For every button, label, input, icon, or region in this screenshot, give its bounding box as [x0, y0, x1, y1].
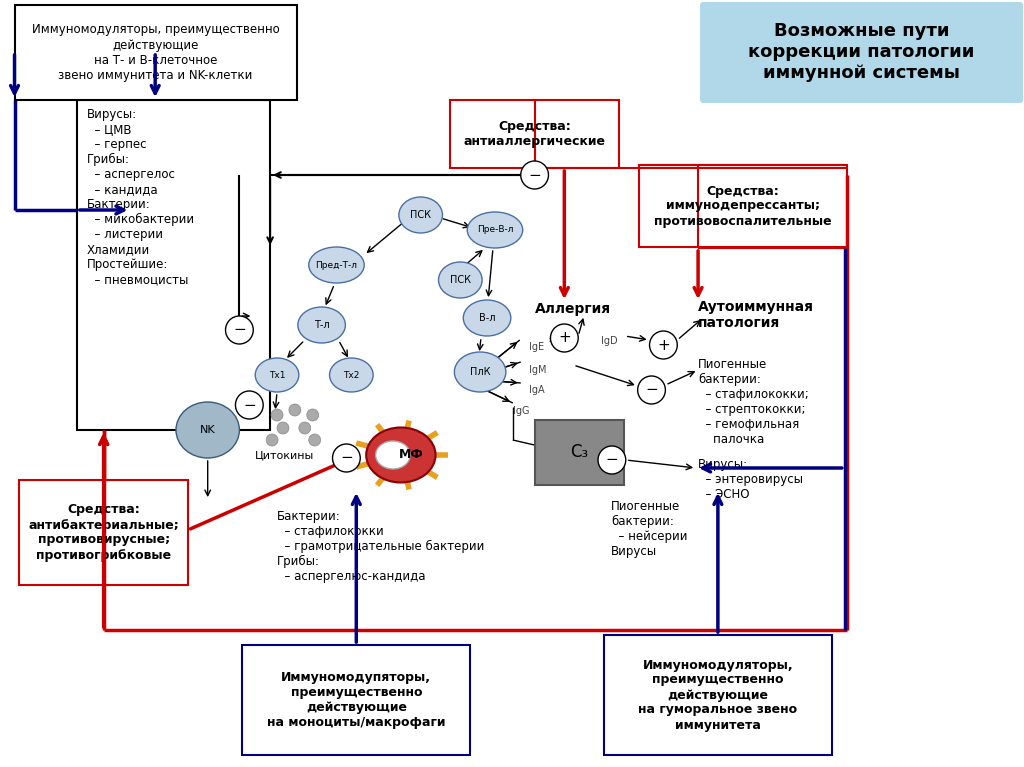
Ellipse shape: [376, 441, 411, 469]
Text: Пре-В-л: Пре-В-л: [477, 225, 513, 235]
Ellipse shape: [330, 358, 373, 392]
FancyBboxPatch shape: [243, 645, 470, 755]
Text: IgD: IgD: [601, 336, 617, 346]
Text: IgM: IgM: [528, 365, 546, 375]
FancyBboxPatch shape: [14, 5, 297, 100]
Text: Бактерии:
  – стафилококки
  – грамотрицательные бактерии
Грибы:
  – аспергелюс-: Бактерии: – стафилококки – грамотрицател…: [278, 510, 484, 583]
Circle shape: [307, 409, 318, 421]
Text: Пиогенные
бактерии:
  – стафилококки;
  – стрептококки;
  – гемофильная
    пало: Пиогенные бактерии: – стафилококки; – ст…: [698, 358, 809, 446]
Text: Аллергия: Аллергия: [535, 302, 610, 316]
Text: Вирусы:
  – энтеровирусы
  – ЭСНО: Вирусы: – энтеровирусы – ЭСНО: [698, 458, 803, 501]
Circle shape: [299, 422, 310, 434]
Text: −: −: [528, 167, 541, 183]
Text: ПСК: ПСК: [450, 275, 471, 285]
Text: Иммуномодуляторы, преимущественно
действующие
на Т- и В-клеточное
звено иммуните: Иммуномодуляторы, преимущественно действ…: [32, 24, 280, 81]
Text: −: −: [340, 450, 352, 466]
Ellipse shape: [438, 262, 482, 298]
Ellipse shape: [455, 352, 506, 392]
FancyBboxPatch shape: [700, 2, 1023, 103]
Text: Возможные пути
коррекции патологии
иммунной системы: Возможные пути коррекции патологии иммун…: [749, 22, 975, 82]
Text: C₃: C₃: [570, 443, 588, 461]
Text: Т-л: Т-л: [313, 320, 330, 330]
Text: Пред-Т-л: Пред-Т-л: [315, 261, 357, 269]
Text: −: −: [243, 397, 256, 413]
Circle shape: [333, 444, 360, 472]
Circle shape: [598, 446, 626, 474]
Text: Средства:
антибактериальные;
противовирусные;
противогрибковые: Средства: антибактериальные; противовиру…: [29, 503, 179, 561]
Circle shape: [289, 404, 301, 416]
Ellipse shape: [367, 427, 435, 482]
Text: Тх1: Тх1: [268, 370, 286, 380]
FancyBboxPatch shape: [639, 165, 847, 247]
Circle shape: [551, 324, 579, 352]
Circle shape: [278, 422, 289, 434]
FancyBboxPatch shape: [451, 100, 618, 168]
Circle shape: [225, 316, 253, 344]
Text: Иммуномодуляторы,
преимущественно
действующие
на гуморальное звено
иммунитета: Иммуномодуляторы, преимущественно действ…: [638, 659, 798, 732]
Text: NK: NK: [200, 425, 215, 435]
Ellipse shape: [399, 197, 442, 233]
Text: ПСК: ПСК: [411, 210, 431, 220]
Text: IgA: IgA: [528, 385, 545, 395]
Circle shape: [266, 434, 279, 446]
FancyBboxPatch shape: [535, 420, 624, 485]
Circle shape: [638, 376, 666, 404]
Circle shape: [521, 161, 549, 189]
Ellipse shape: [298, 307, 345, 343]
Text: ПлК: ПлК: [470, 367, 490, 377]
Text: Аутоиммунная
патология: Аутоиммунная патология: [698, 300, 814, 331]
FancyBboxPatch shape: [604, 635, 831, 755]
Text: Тх2: Тх2: [343, 370, 359, 380]
Text: Средства:
иммунодепрессанты;
противовоспалительные: Средства: иммунодепрессанты; противовосп…: [654, 185, 831, 228]
Circle shape: [309, 434, 321, 446]
Text: Цитокины: Цитокины: [255, 450, 314, 460]
Text: Иммуномодупяторы,
преимущественно
действующие
на моноциты/макрофаги: Иммуномодупяторы, преимущественно действ…: [267, 671, 445, 729]
Text: −: −: [233, 322, 246, 337]
Text: МФ: МФ: [398, 449, 423, 462]
Text: В-л: В-л: [479, 313, 496, 323]
Ellipse shape: [309, 247, 365, 283]
Text: +: +: [558, 331, 570, 345]
FancyBboxPatch shape: [19, 480, 187, 585]
Text: IgE: IgE: [528, 342, 544, 352]
Ellipse shape: [176, 402, 240, 458]
Ellipse shape: [255, 358, 299, 392]
Text: Средства:
антиаллергические: Средства: антиаллергические: [464, 120, 605, 148]
Text: Вирусы:
  – ЦМВ
  – герпес
Грибы:
  – аспергелос
  – кандида
Бактерии:
  – микоб: Вирусы: – ЦМВ – герпес Грибы: – аспергел…: [87, 108, 194, 286]
Text: +: +: [657, 337, 670, 353]
Text: Пиогенные
бактерии:
  – нейсерии
Вирусы: Пиогенные бактерии: – нейсерии Вирусы: [611, 500, 687, 558]
Text: IgG: IgG: [513, 406, 529, 416]
Circle shape: [649, 331, 677, 359]
Ellipse shape: [467, 212, 522, 248]
FancyBboxPatch shape: [77, 100, 270, 430]
Text: −: −: [605, 453, 618, 468]
Circle shape: [271, 409, 283, 421]
Text: −: −: [645, 383, 657, 397]
Circle shape: [236, 391, 263, 419]
Ellipse shape: [463, 300, 511, 336]
